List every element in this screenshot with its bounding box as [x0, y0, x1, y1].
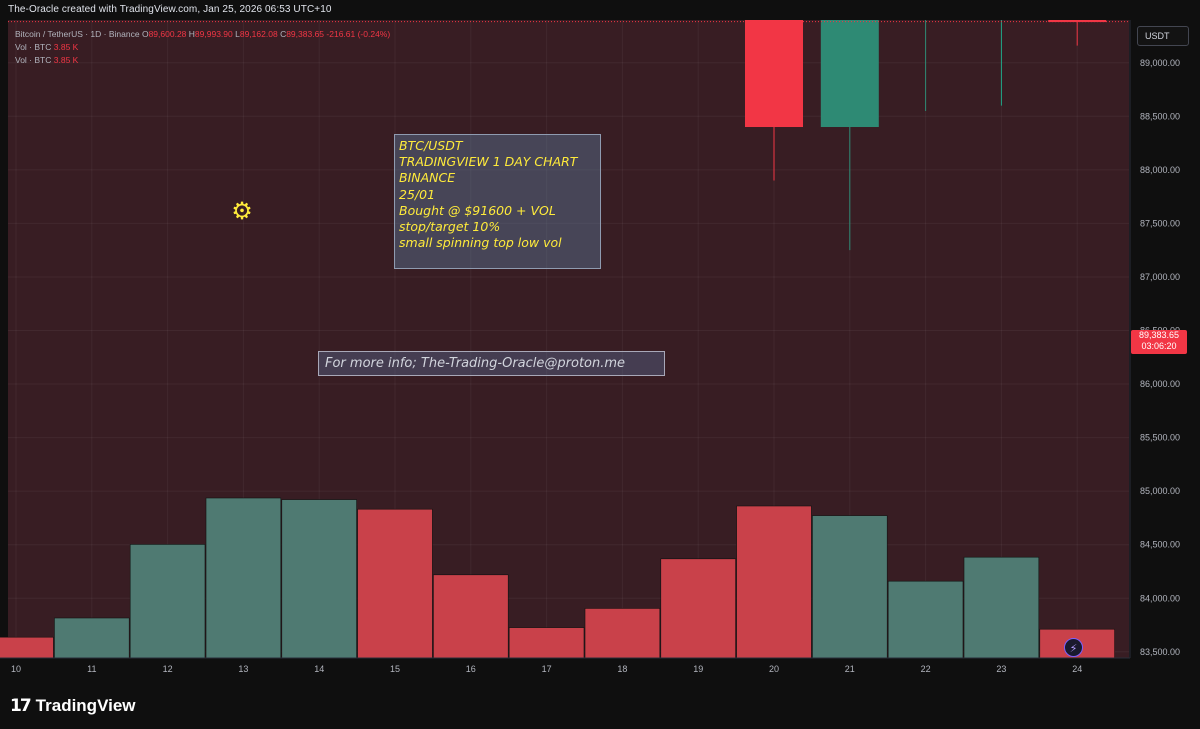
ohlc-high: 89,993.90: [194, 29, 233, 39]
annotation-line: BINANCE: [399, 170, 456, 186]
ohlc-open-label: O: [141, 29, 149, 39]
chart-title: The-Oracle created with TradingView.com,…: [8, 4, 332, 15]
ohlc-low-label: L: [235, 29, 240, 39]
lightning-icon[interactable]: ⚡: [1064, 638, 1083, 657]
time-tick-label: 16: [466, 664, 476, 674]
annotation-line: TRADINGVIEW 1 DAY CHART: [399, 154, 578, 170]
volume-bar: [433, 574, 509, 659]
volume-bar: [0, 636, 54, 659]
volume-bar: [812, 515, 888, 659]
volume-bar: [963, 556, 1040, 659]
ohlc-high-label: H: [188, 29, 195, 39]
annotation-line: BTC/USDT: [399, 138, 463, 153]
time-axis-bg: [0, 658, 1200, 680]
ohlc-close-label: C: [280, 29, 287, 39]
time-tick-label: 18: [617, 664, 627, 674]
volume-bar: [887, 580, 964, 659]
currency-button[interactable]: USDT: [1137, 26, 1189, 46]
ohlc-low: 89,162.08: [239, 29, 278, 39]
time-tick-label: 11: [87, 664, 96, 674]
price-lines: [8, 21, 1129, 23]
price-chart[interactable]: 83,500.00 84,000.00 84,500.00 85,000.00 85,5…: [0, 0, 1200, 688]
annotation-line: small spinning top low vol: [399, 235, 562, 251]
volume-value: 3.85 K: [53, 42, 79, 52]
time-tick-label: 21: [845, 664, 855, 674]
time-axis[interactable]: 10 11 12 13 14 15 16 17 18 19 20 21 22 23 24: [0, 657, 1200, 680]
price-tick-label: 84,500.00: [1140, 540, 1180, 550]
footer-bar: [0, 688, 1200, 729]
contact-note[interactable]: For more info; The-Trading-Oracle@proton…: [318, 351, 665, 376]
last-price-label: 89,383.65 03:06:20: [1131, 330, 1187, 354]
volume-bar: [508, 627, 585, 659]
price-tick-label: 84,000.00: [1140, 593, 1180, 603]
time-tick-label: 23: [996, 664, 1006, 674]
time-tick-label: 14: [314, 664, 324, 674]
candle-body: [820, 14, 879, 128]
header-bar: The-Oracle created with TradingView.com,…: [0, 0, 1200, 20]
volume-bar: [129, 544, 206, 659]
gear-icon[interactable]: ⚙: [231, 197, 253, 225]
ohlc-close: 89,383.65: [286, 29, 325, 39]
volume-label: Vol · BTC: [15, 42, 52, 52]
tradingview-logo-text: TradingView: [35, 696, 136, 715]
volume-bar: [281, 499, 357, 659]
contact-note-text: For more info; The-Trading-Oracle@proton…: [325, 356, 626, 371]
volume-bar: [736, 505, 812, 659]
volume-bar: [54, 617, 130, 659]
price-axis[interactable]: 83,500.00 84,000.00 84,500.00 85,000.00 85,5…: [1129, 0, 1200, 658]
annotation-line: stop/target 10%: [399, 219, 501, 235]
volume-label: Vol · BTC: [15, 55, 52, 65]
time-tick-label: 10: [11, 664, 21, 674]
price-tick-label: 87,000.00: [1140, 272, 1180, 282]
price-tick-label: 87,500.00: [1140, 218, 1180, 228]
last-price-value: 89,383.65: [1138, 330, 1180, 340]
time-tick-label: 24: [1072, 664, 1082, 674]
time-tick-label: 17: [542, 664, 552, 674]
price-tick-label: 88,000.00: [1140, 165, 1180, 175]
price-tick-label: 88,500.00: [1140, 111, 1180, 121]
tradingview-logo-mark: 17: [10, 696, 32, 716]
price-tick-label: 83,500.00: [1140, 647, 1180, 657]
time-tick-label: 20: [769, 664, 779, 674]
price-tick-label: 85,500.00: [1140, 433, 1180, 443]
time-tick-label: 12: [163, 664, 173, 674]
symbol-legend[interactable]: Bitcoin / TetherUS · 1D · Binance O89,60…: [15, 29, 390, 39]
time-tick-label: 13: [238, 664, 248, 674]
trade-annotation-box[interactable]: BTC/USDT TRADINGVIEW 1 DAY CHART BINANCE…: [394, 134, 601, 269]
volume-bar: [357, 508, 433, 659]
volume-legend-1[interactable]: Vol · BTC 3.85 K: [15, 42, 78, 52]
price-tick-label: 89,000.00: [1140, 58, 1180, 68]
symbol-name[interactable]: Bitcoin / TetherUS · 1D · Binance: [15, 29, 140, 39]
volume-value: 3.85 K: [53, 55, 79, 65]
time-tick-label: 19: [693, 664, 703, 674]
volume-legend-2[interactable]: Vol · BTC 3.85 K: [15, 55, 78, 65]
annotation-line: Bought @ $91600 + VOL: [399, 202, 556, 218]
annotation-line: 25/01: [399, 186, 436, 202]
volume-bar: [205, 497, 282, 659]
ohlc-open: 89,600.28: [148, 29, 187, 39]
price-tick-label: 86,000.00: [1140, 379, 1180, 389]
time-tick-label: 22: [921, 664, 931, 674]
ohlc-change: -216.61 (-0.24%): [326, 29, 391, 39]
tradingview-logo[interactable]: 17 TradingView: [10, 696, 136, 716]
candle-countdown: 03:06:20: [1141, 341, 1177, 351]
volume-bar: [584, 608, 661, 659]
price-tick-label: 85,000.00: [1140, 486, 1180, 496]
volume-bar: [660, 558, 736, 659]
time-tick-label: 15: [390, 664, 400, 674]
